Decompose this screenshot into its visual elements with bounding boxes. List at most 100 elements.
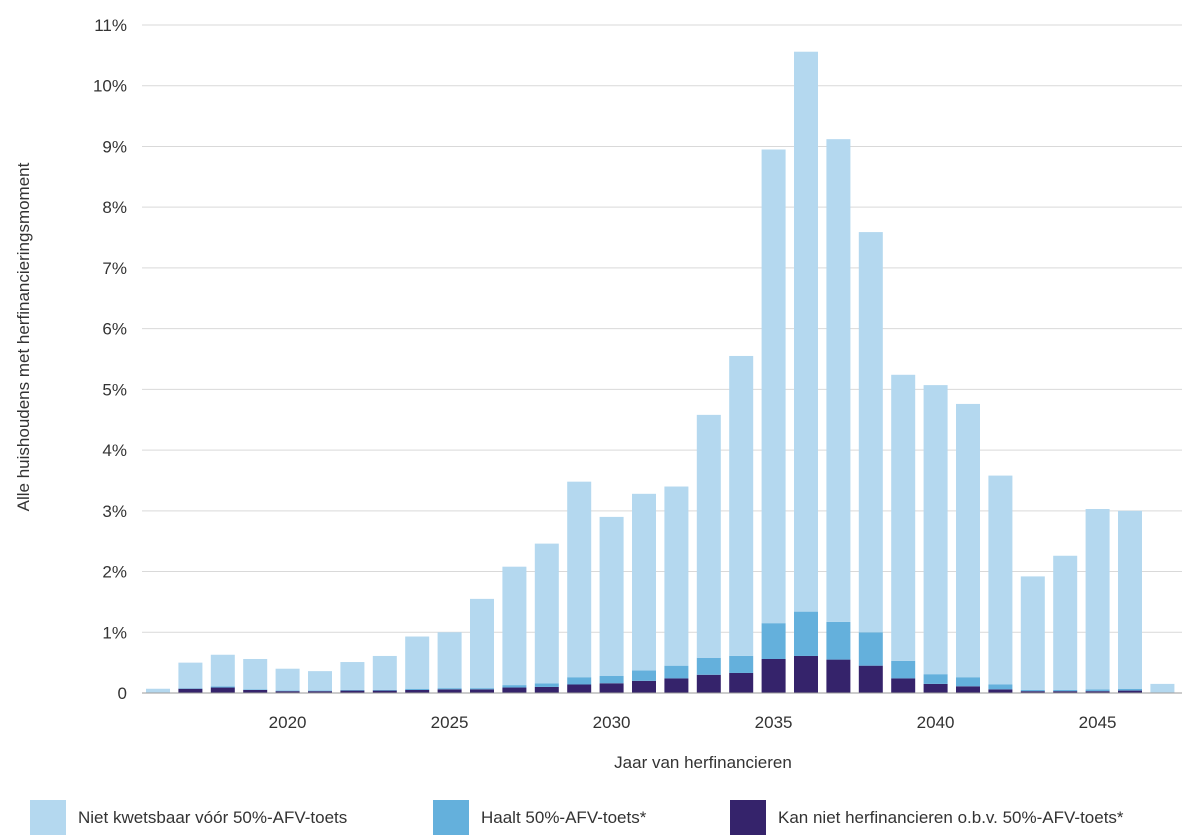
bar-segment xyxy=(243,689,268,693)
y-tick-label: 2% xyxy=(102,563,127,582)
bar-segment xyxy=(470,598,494,689)
bar-segment xyxy=(1053,689,1078,692)
y-axis-ticks: 0 1% 2% 3% 4% 5% 6% 7% 8% 9% 10% 11% xyxy=(93,16,127,703)
bar-segment xyxy=(502,685,527,688)
y-tick-label: 4% xyxy=(102,441,127,460)
bar-segment xyxy=(696,674,721,693)
bar-segment xyxy=(178,662,203,689)
bar-segment xyxy=(308,691,332,693)
bar-segment xyxy=(1020,576,1045,690)
bar-segment xyxy=(340,689,365,691)
y-tick-label: 6% xyxy=(102,320,127,339)
bar-segment xyxy=(470,688,494,690)
bar-segment xyxy=(210,686,235,688)
bar-segment xyxy=(534,543,559,684)
bar-segment xyxy=(794,655,818,693)
y-tick-label: 9% xyxy=(102,137,127,156)
bar-segment xyxy=(696,414,721,658)
bar-segment xyxy=(664,678,689,693)
bar-segment xyxy=(1085,691,1110,693)
bar-segment xyxy=(1118,690,1142,693)
bar-segment xyxy=(794,611,818,656)
bars xyxy=(146,51,1175,693)
bar-segment xyxy=(729,355,754,656)
bar-segment xyxy=(243,689,268,690)
bar-segment xyxy=(891,678,916,693)
bar-segment xyxy=(437,632,462,689)
bar-segment xyxy=(891,374,916,661)
bar-segment xyxy=(178,688,203,689)
bar-segment xyxy=(761,623,786,659)
bar-segment xyxy=(599,683,624,693)
bar-segment xyxy=(372,655,397,690)
bar-segment xyxy=(729,655,754,673)
bar-segment xyxy=(761,658,786,693)
bar-segment xyxy=(988,689,1013,693)
x-axis-title: Jaar van herfinancieren xyxy=(614,753,792,772)
y-axis-title: Alle huishoudens met herfinancieringsmom… xyxy=(14,162,33,511)
bar-segment xyxy=(632,680,656,693)
bar-segment xyxy=(826,621,851,660)
bar-segment xyxy=(502,687,527,693)
bar-segment xyxy=(275,691,300,693)
bar-segment xyxy=(308,690,332,692)
bar-segment xyxy=(956,686,980,693)
bar-segment xyxy=(826,659,851,693)
y-tick-label: 5% xyxy=(102,380,127,399)
bar-segment xyxy=(567,684,592,693)
bar-segment xyxy=(405,688,430,690)
bar-segment xyxy=(372,690,397,693)
bar-segment xyxy=(858,232,883,633)
y-tick-label: 7% xyxy=(102,259,127,278)
bar-segment xyxy=(1020,689,1045,692)
bar-segment xyxy=(1053,691,1078,693)
legend-swatch xyxy=(433,800,469,835)
bar-segment xyxy=(1118,510,1142,689)
x-tick-label: 2020 xyxy=(269,713,307,732)
bar-segment xyxy=(340,690,365,693)
bar-segment xyxy=(372,689,397,691)
x-tick-label: 2035 xyxy=(755,713,793,732)
bar-segment xyxy=(534,686,559,693)
bar-segment xyxy=(437,688,462,690)
bar-segment xyxy=(956,403,980,678)
legend-label: Niet kwetsbaar vóór 50%-AFV-toets xyxy=(78,807,348,827)
legend-swatch xyxy=(730,800,766,835)
bar-segment xyxy=(664,486,689,666)
bar-segment xyxy=(923,683,948,693)
legend-label: Kan niet herfinancieren o.b.v. 50%-AFV-t… xyxy=(778,807,1124,827)
x-axis-ticks: 2020 2025 2030 2035 2040 2045 xyxy=(269,713,1117,732)
x-tick-label: 2025 xyxy=(431,713,469,732)
bar-segment xyxy=(632,670,656,681)
bar-segment xyxy=(502,566,527,686)
x-tick-label: 2030 xyxy=(593,713,631,732)
legend-item-kan-niet-herfinancieren: Kan niet herfinancieren o.b.v. 50%-AFV-t… xyxy=(730,800,1124,835)
bar-segment xyxy=(988,684,1013,690)
legend-item-haalt-toets: Haalt 50%-AFV-toets* xyxy=(433,800,646,835)
bar-segment xyxy=(178,688,203,693)
bar-segment xyxy=(891,660,916,679)
bar-segment xyxy=(275,690,300,692)
bar-segment xyxy=(923,674,948,684)
y-tick-label: 8% xyxy=(102,198,127,217)
y-tick-label: 3% xyxy=(102,502,127,521)
bar-segment xyxy=(1020,691,1045,693)
y-tick-label: 1% xyxy=(102,623,127,642)
bar-segment xyxy=(1053,555,1078,690)
bar-segment xyxy=(470,689,494,693)
bar-segment xyxy=(405,689,430,693)
y-tick-label: 0 xyxy=(118,684,127,703)
bar-segment xyxy=(534,683,559,687)
bar-segment xyxy=(275,668,300,691)
bar-segment xyxy=(858,632,883,666)
legend-item-niet-kwetsbaar: Niet kwetsbaar vóór 50%-AFV-toets xyxy=(30,800,347,835)
bar-segment xyxy=(599,675,624,684)
bar-segment xyxy=(923,385,948,675)
bar-segment xyxy=(761,149,786,624)
bar-segment xyxy=(340,662,365,690)
bar-segment xyxy=(405,636,430,689)
bar-segment xyxy=(696,657,721,675)
bar-segment xyxy=(567,677,592,685)
bar-segment xyxy=(146,688,170,693)
bar-segment xyxy=(632,493,656,671)
